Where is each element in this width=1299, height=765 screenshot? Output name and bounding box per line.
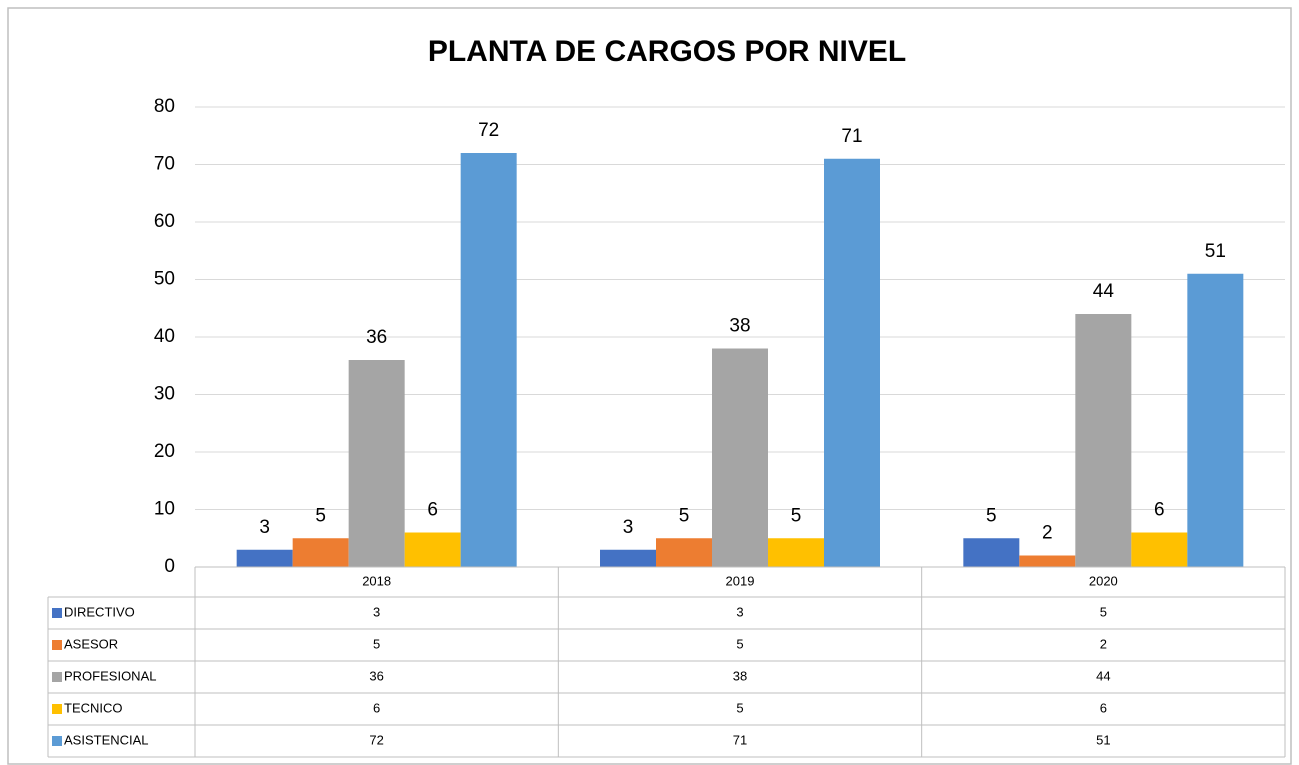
data-label: 5 [791,505,802,526]
legend-swatch [52,608,62,618]
data-label: 5 [315,505,326,526]
bar [1019,555,1076,567]
y-tick-label: 80 [154,96,175,117]
table-value: 5 [736,636,743,651]
table-value: 3 [736,604,743,619]
y-tick-label: 40 [154,326,175,347]
data-label: 44 [1093,281,1115,302]
legend-label: TECNICO [64,700,123,715]
y-tick-label: 70 [154,154,175,175]
table-value: 5 [1100,604,1107,619]
bar [404,532,461,567]
legend-swatch [52,736,62,746]
x-tick-label: 2020 [1089,573,1118,588]
table-value: 2 [1100,636,1107,651]
table-value: 6 [373,700,380,715]
table-value: 5 [373,636,380,651]
x-tick-label: 2019 [726,573,755,588]
y-tick-label: 50 [154,269,175,290]
bar [963,538,1020,567]
y-tick-label: 60 [154,211,175,232]
bar [1187,273,1244,567]
bar [1075,314,1132,567]
bar [236,549,293,567]
table-value: 36 [369,668,383,683]
table-value: 6 [1100,700,1107,715]
bar [600,549,656,567]
legend-swatch [52,704,62,714]
y-tick-label: 20 [154,441,175,462]
table-value: 38 [733,668,747,683]
bar [824,158,880,567]
data-label: 36 [366,327,387,348]
legend-swatch [52,640,62,650]
bar [1131,532,1188,567]
legend-label: DIRECTIVO [64,604,135,619]
table-value: 3 [373,604,380,619]
legend-label: PROFESIONAL [64,668,156,683]
y-tick-label: 30 [154,384,175,405]
y-tick-label: 10 [154,499,175,520]
bar [348,360,405,567]
bar [712,348,768,567]
legend-label: ASESOR [64,636,118,651]
bar [656,538,712,567]
data-label: 3 [623,517,634,538]
table-value: 51 [1096,732,1110,747]
chart-title: PLANTA DE CARGOS POR NIVEL [428,35,906,68]
data-label: 2 [1042,523,1053,544]
data-label: 51 [1205,241,1226,262]
data-label: 5 [679,505,690,526]
data-label: 6 [1154,500,1165,521]
bar [768,538,824,567]
data-label: 5 [986,505,997,526]
table-value: 44 [1096,668,1110,683]
legend-label: ASISTENCIAL [64,732,149,747]
x-tick-label: 2018 [362,573,391,588]
y-tick-label: 0 [164,556,175,577]
table-value: 71 [733,732,747,747]
bar [292,538,349,567]
data-label: 72 [478,120,499,141]
bar [460,153,517,567]
table-value: 5 [736,700,743,715]
data-label: 71 [841,126,862,147]
data-label: 38 [729,316,750,337]
data-label: 3 [259,517,270,538]
data-label: 6 [427,500,438,521]
legend-swatch [52,672,62,682]
table-value: 72 [369,732,383,747]
